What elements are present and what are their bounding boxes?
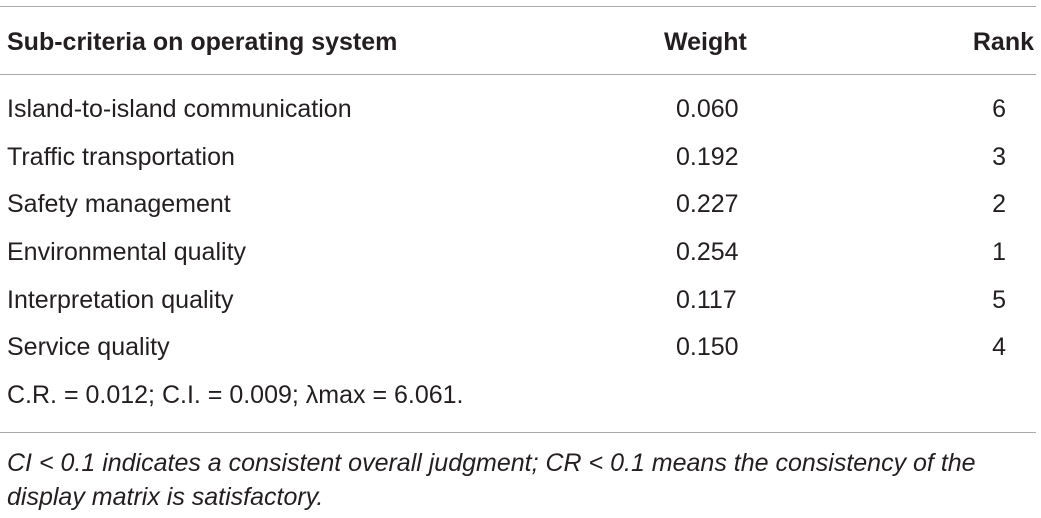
table-body: Island-to-island communication 0.060 6 T… <box>0 91 1036 377</box>
cell-subcriteria: Island-to-island communication <box>7 95 352 123</box>
cell-rank: 1 <box>992 238 1006 267</box>
cell-subcriteria: Service quality <box>7 333 170 362</box>
table-row: Service quality 0.150 4 <box>0 329 1036 377</box>
cell-subcriteria: Interpretation quality <box>7 285 234 314</box>
cell-weight: 0.192 <box>676 142 739 171</box>
cell-rank: 6 <box>992 95 1006 123</box>
table-header-rule <box>0 74 1036 75</box>
table-row: Safety management 0.227 2 <box>0 186 1036 234</box>
table-row: Island-to-island communication 0.060 6 <box>0 91 1036 139</box>
header-rank: Rank <box>972 28 1034 56</box>
header-weight: Weight <box>664 28 747 56</box>
cell-weight: 0.150 <box>676 333 739 362</box>
table-row: Traffic transportation 0.192 3 <box>0 139 1036 187</box>
cell-rank: 2 <box>992 190 1006 219</box>
table-footnote: CI < 0.1 indicates a consistent overall … <box>7 449 976 511</box>
consistency-stats: C.R. = 0.012; C.I. = 0.009; λmax = 6.061… <box>7 381 464 409</box>
cell-subcriteria: Traffic transportation <box>7 142 235 171</box>
cell-rank: 5 <box>992 285 1006 314</box>
cell-weight: 0.117 <box>676 285 737 314</box>
header-subcriteria: Sub-criteria on operating system <box>7 28 398 56</box>
table-row: Interpretation quality 0.117 5 <box>0 282 1036 330</box>
cell-rank: 3 <box>992 142 1006 171</box>
cell-subcriteria: Safety management <box>7 190 231 219</box>
cell-rank: 4 <box>992 333 1006 362</box>
cell-subcriteria: Environmental quality <box>7 238 247 267</box>
cell-weight: 0.227 <box>676 190 739 219</box>
table-top-rule <box>0 6 1036 7</box>
cell-weight: 0.060 <box>676 95 739 123</box>
cell-weight: 0.254 <box>676 238 739 267</box>
table-header-row: Sub-criteria on operating system Weight … <box>0 28 1036 58</box>
table-row: Environmental quality 0.254 1 <box>0 234 1036 282</box>
table-footer-rule <box>0 432 1036 433</box>
